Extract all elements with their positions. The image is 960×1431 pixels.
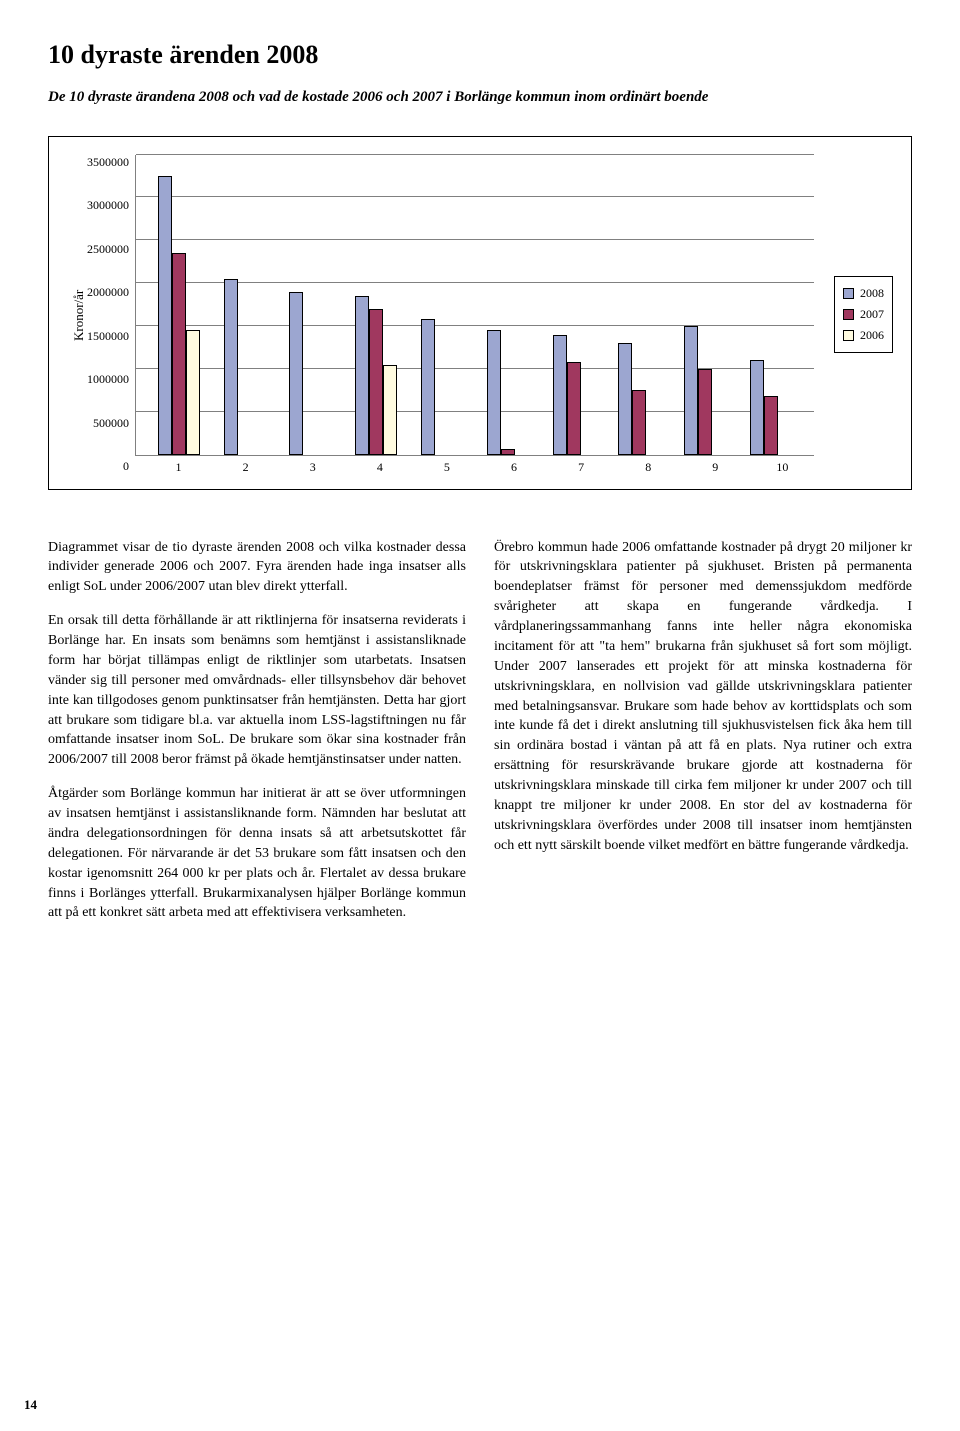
bar [158, 176, 172, 455]
bar [289, 292, 303, 455]
bar-group [541, 155, 607, 455]
x-tick-label: 10 [749, 460, 816, 475]
bar-group [278, 155, 344, 455]
chart-plot-area [135, 155, 814, 456]
bar [698, 369, 712, 455]
legend-swatch [843, 330, 854, 341]
y-tick-label: 3000000 [87, 198, 129, 213]
bar [684, 326, 698, 455]
body-paragraph: Örebro kommun hade 2006 omfattande kostn… [494, 538, 912, 856]
chart-frame: Kronor/år 350000030000002500000200000015… [48, 136, 912, 490]
bar [369, 309, 383, 455]
bar [421, 319, 435, 454]
legend-item: 2008 [843, 283, 884, 304]
legend-item: 2006 [843, 325, 884, 346]
bar [567, 362, 581, 455]
x-tick-label: 5 [413, 460, 480, 475]
legend-swatch [843, 288, 854, 299]
body-paragraph: Åtgärder som Borlänge kommun har initier… [48, 784, 466, 923]
x-tick-label: 1 [145, 460, 212, 475]
bar [224, 279, 238, 455]
page-title: 10 dyraste ärenden 2008 [48, 40, 912, 70]
right-column: Örebro kommun hade 2006 omfattande kostn… [494, 538, 912, 938]
x-tick-label: 6 [480, 460, 547, 475]
bar [501, 449, 515, 454]
bar-group [212, 155, 278, 455]
y-tick-label: 3500000 [87, 155, 129, 170]
bar [383, 365, 397, 455]
bar [750, 360, 764, 454]
y-tick-label: 2000000 [87, 285, 129, 300]
bar [186, 330, 200, 454]
bar [355, 296, 369, 455]
x-tick-label: 8 [615, 460, 682, 475]
bar [172, 253, 186, 454]
bar [618, 343, 632, 454]
body-paragraph: Diagrammet visar de tio dyraste ärenden … [48, 538, 466, 598]
y-axis-label: Kronor/år [67, 155, 87, 475]
x-tick-label: 7 [548, 460, 615, 475]
bar-group [409, 155, 475, 455]
y-tick-label: 2500000 [87, 242, 129, 257]
legend-label: 2007 [860, 307, 884, 322]
chart-subtitle: De 10 dyraste ärandena 2008 och vad de k… [48, 88, 912, 108]
x-axis-ticks: 12345678910 [135, 456, 826, 475]
bar-group [738, 155, 804, 455]
chart-legend: 2008 2007 2006 [834, 276, 893, 353]
x-tick-label: 4 [346, 460, 413, 475]
legend-item: 2007 [843, 304, 884, 325]
bar [632, 390, 646, 454]
body-paragraph: En orsak till detta förhållande är att r… [48, 611, 466, 770]
body-columns: Diagrammet visar de tio dyraste ärenden … [48, 538, 912, 938]
y-tick-label: 1500000 [87, 329, 129, 344]
bar [764, 396, 778, 454]
y-tick-label: 500000 [93, 416, 129, 431]
left-column: Diagrammet visar de tio dyraste ärenden … [48, 538, 466, 938]
bar-group [343, 155, 409, 455]
page-number: 14 [24, 1397, 37, 1413]
bar-group [475, 155, 541, 455]
x-tick-label: 2 [212, 460, 279, 475]
bar-group [607, 155, 673, 455]
bar-group [146, 155, 212, 455]
y-tick-label: 0 [123, 459, 129, 474]
y-axis-ticks: 3500000 3000000 2500000 2000000 1500000 10000… [87, 155, 135, 475]
x-tick-label: 9 [682, 460, 749, 475]
bar [487, 330, 501, 454]
x-tick-label: 3 [279, 460, 346, 475]
legend-label: 2008 [860, 286, 884, 301]
legend-swatch [843, 309, 854, 320]
bar-group [672, 155, 738, 455]
y-tick-label: 1000000 [87, 372, 129, 387]
bar [553, 335, 567, 455]
legend-label: 2006 [860, 328, 884, 343]
